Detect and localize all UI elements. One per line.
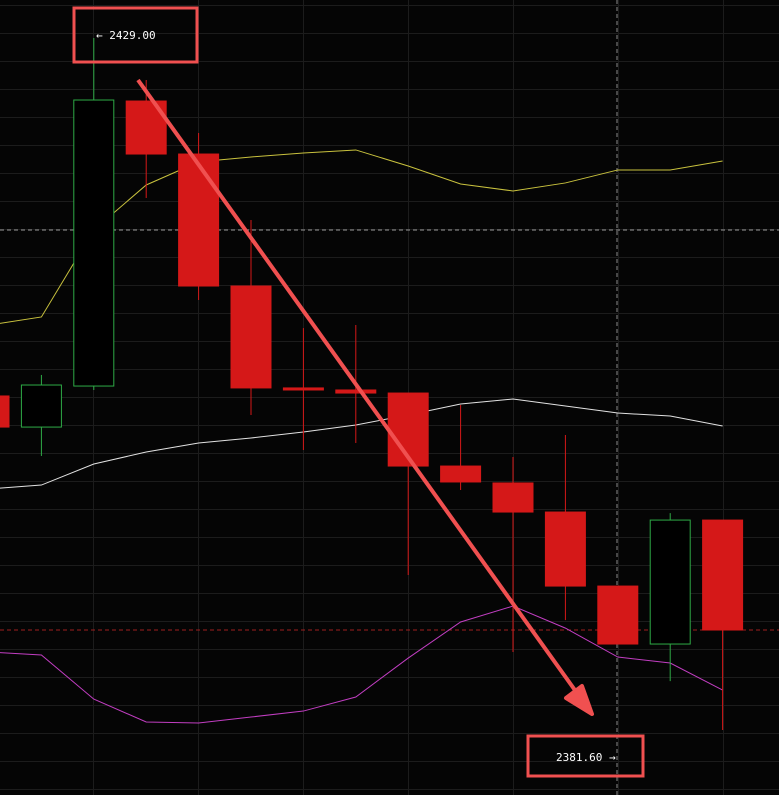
annotation-box xyxy=(72,6,199,64)
candle-body xyxy=(440,465,482,483)
candle-body xyxy=(649,519,691,645)
candle-body xyxy=(20,384,62,428)
candle-body xyxy=(702,519,744,631)
candle-body xyxy=(492,482,534,513)
candle-body xyxy=(597,585,639,645)
candle-body xyxy=(544,511,586,587)
plot xyxy=(0,37,744,731)
low-label: 2381.60 → xyxy=(556,751,616,764)
band-line xyxy=(0,605,723,724)
candle-body xyxy=(178,153,220,287)
trend-arrow xyxy=(136,78,594,716)
band-line xyxy=(0,398,723,489)
annotation-box xyxy=(526,734,645,778)
candle-body xyxy=(335,389,377,394)
candle-body xyxy=(230,285,272,389)
arrow-shaft xyxy=(136,78,584,702)
high-label: ← 2429.00 xyxy=(96,29,156,42)
candle-body xyxy=(0,395,10,428)
candle-body xyxy=(282,387,324,391)
candle-body xyxy=(73,99,115,387)
arrow-head xyxy=(564,684,594,716)
